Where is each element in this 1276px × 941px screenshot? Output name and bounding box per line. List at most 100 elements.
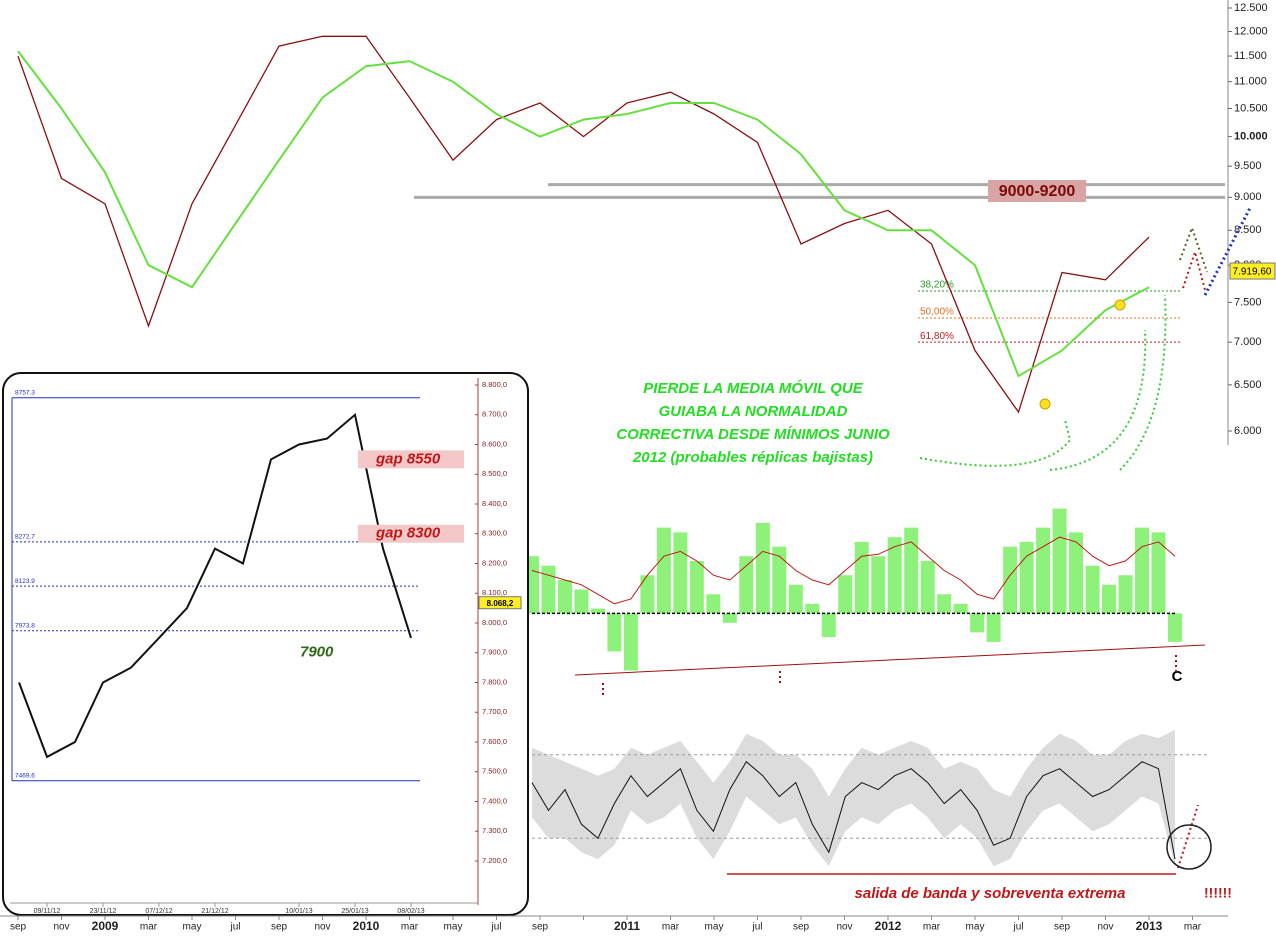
y-tick-label: 7.200,0: [482, 856, 507, 865]
histogram-bar: [788, 584, 803, 614]
fib-label: 8757.3: [15, 389, 35, 396]
moving-average: [17, 50, 1150, 378]
x-tick-label: 2013: [1136, 919, 1163, 933]
x-tick-label: 10/01/13: [285, 908, 312, 915]
x-tick-label: mar: [140, 922, 158, 933]
histogram-bar: [871, 556, 886, 614]
histogram-bar: [739, 556, 754, 614]
fib-label: 50,00%: [920, 307, 954, 318]
annotation-box: [358, 524, 464, 543]
x-tick-label: jul: [490, 922, 501, 933]
histogram-bar: [920, 560, 935, 614]
histogram-bar: [541, 565, 556, 614]
histogram-bar: [1168, 613, 1182, 642]
fib-label: 7469.6: [15, 773, 35, 780]
fib-label: 8272.7: [15, 534, 35, 541]
x-tick-label: 2010: [353, 919, 380, 933]
annotation: 7900: [300, 644, 334, 661]
x-tick-label: nov: [53, 922, 69, 933]
histogram-bar: [722, 613, 737, 623]
y-tick-label: 7.500: [1234, 296, 1262, 308]
y-tick-label: 8.100,0: [482, 588, 507, 597]
histogram-bar: [854, 541, 869, 614]
x-tick-label: mar: [923, 922, 941, 933]
histogram-bar: [1036, 527, 1051, 614]
histogram-bar: [706, 594, 721, 614]
annotation: gap 8300: [375, 525, 441, 542]
annotation: GUIABA LA NORMALIDAD: [659, 403, 848, 420]
x-tick-label: sep: [271, 922, 288, 933]
histogram-bar: [970, 613, 985, 633]
histogram-bar: [821, 613, 836, 638]
histogram-bar: [838, 575, 853, 614]
x-tick-label: may: [966, 922, 985, 933]
y-tick-label: 6.000: [1234, 425, 1262, 437]
inset-price-line: [18, 412, 412, 759]
x-tick-label: 2011: [614, 919, 640, 933]
histogram-bar: [937, 594, 952, 614]
y-tick-label: 9.000: [1234, 191, 1262, 203]
histogram-bar: [1118, 575, 1133, 614]
histogram-bar: [673, 532, 688, 614]
histogram-bar: [986, 613, 1001, 642]
y-tick-label: 7.700,0: [482, 707, 507, 716]
x-tick-label: 07/12/12: [145, 908, 172, 915]
fib-label: 38,20%: [920, 280, 954, 291]
resistance-label: 9000-9200: [999, 183, 1076, 200]
y-tick-label: 6.500: [1234, 379, 1262, 391]
oscillator-panel: salida de banda y sobreventa extrema!!!!…: [531, 729, 1232, 902]
histogram-bar: [772, 546, 787, 614]
annotation: CORRECTIVA DESDE MÍNIMOS JUNIO: [616, 426, 890, 443]
x-tick-label: sep: [1054, 922, 1071, 933]
inset-chart: 7.200,0 7.300,0 7.400,0 7.500,0 7.600,0 7.700…: [2, 372, 529, 916]
last-price-box: [478, 596, 522, 610]
x-tick-label: 09/11/12: [34, 908, 61, 915]
x-tick-label: mar: [1184, 922, 1202, 933]
histogram-bar: [689, 560, 704, 614]
histogram-bar: [755, 522, 770, 614]
fib-label: 7973.8: [15, 623, 35, 630]
main-chart: 6.0006.5007.0007.5008.0008.5009.0009.500…: [17, 0, 1276, 466]
y-tick-label: 8.200,0: [482, 558, 507, 567]
y-tick-label: 8.600,0: [482, 439, 507, 448]
y-tick-label: 8.700,0: [482, 410, 507, 419]
trend-line: [574, 644, 1206, 676]
y-tick-label: 12.500: [1234, 2, 1268, 14]
histogram-bar: [1135, 527, 1150, 614]
y-tick-label: 9.500: [1234, 160, 1262, 172]
touch-point: [1114, 299, 1126, 311]
y-tick-label: 7.600,0: [482, 737, 507, 746]
histogram-bar: [557, 580, 572, 614]
y-tick-label: 7.300,0: [482, 826, 507, 835]
y-tick-label: 8.300,0: [482, 529, 507, 538]
y-tick-label: 10.000: [1234, 131, 1268, 143]
histogram-bar: [590, 608, 605, 614]
x-tick-label: may: [444, 922, 463, 933]
x-tick-label: 21/12/12: [201, 908, 228, 915]
annotation: C: [1172, 668, 1183, 685]
histogram-bar: [656, 527, 671, 614]
x-tick-label: nov: [1097, 922, 1113, 933]
x-tick-label: mar: [401, 922, 419, 933]
y-tick-label: 8.400,0: [482, 499, 507, 508]
histogram-bar: [574, 589, 589, 614]
y-tick-label: 8.500,0: [482, 469, 507, 478]
inset-frame: [2, 372, 529, 916]
x-tick-label: 25/01/13: [341, 908, 368, 915]
fib-label: 61,80%: [920, 331, 954, 342]
last-price-box: [1229, 262, 1276, 280]
histogram-bar: [640, 575, 655, 614]
y-tick-label: 11.000: [1234, 76, 1267, 88]
x-axis: sep nov 2009 mar may jul sep nov 2010 mar may jul se…: [0, 915, 1228, 933]
touch-point: [1039, 398, 1051, 410]
y-tick-label: 7.000: [1234, 336, 1262, 348]
histogram-bar: [805, 603, 820, 614]
y-tick-label: 11.500: [1234, 50, 1267, 62]
histogram-bar: [607, 613, 622, 652]
price-line: [17, 35, 1150, 414]
x-tick-label: 23/11/12: [90, 908, 117, 915]
fib-label: 8123.9: [15, 578, 35, 585]
histogram-ma: [531, 536, 1176, 605]
